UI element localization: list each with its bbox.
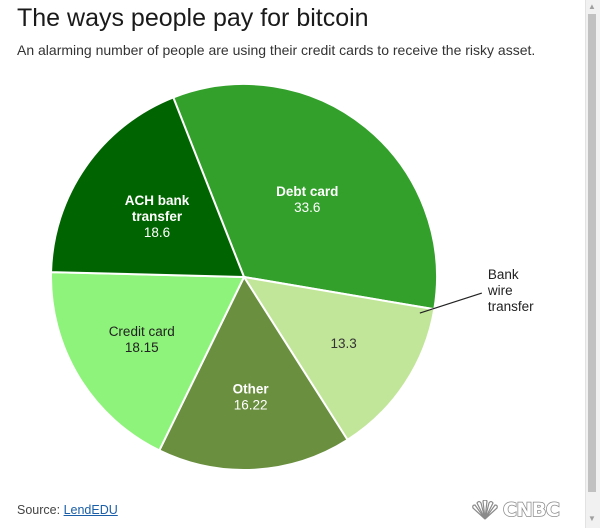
pie-labels: Debt card 33.6 13.3 Bank wire transfer Other 16…: [109, 184, 534, 412]
peacock-icon: [472, 500, 498, 520]
pie-slice: [241, 275, 436, 442]
pie-chart: Debt card 33.6 13.3 Bank wire transfer Other 16…: [50, 83, 534, 471]
slice-label: Other 16.22: [233, 381, 270, 412]
pie-slice: [50, 271, 246, 452]
chart-subtitle: An alarming number of people are using t…: [17, 42, 536, 58]
cnbc-logo: CNBC: [470, 497, 561, 523]
scroll-up-arrow-icon[interactable]: ▲: [588, 2, 596, 11]
leader-line: [419, 292, 483, 314]
logo-wordmark: CNBC: [502, 498, 560, 522]
pie-slice: [157, 274, 349, 471]
scrollbar-thumb[interactable]: [588, 14, 596, 492]
source-prefix: Source:: [17, 503, 61, 517]
slice-label: Debt card 33.6: [276, 184, 338, 215]
chart-title: The ways people pay for bitcoin: [17, 4, 369, 32]
slice-label: Credit card 18.15: [109, 324, 175, 355]
pie-slices: [50, 83, 438, 471]
source-link[interactable]: LendEDU: [63, 503, 118, 517]
slice-category-label: Bank wire transfer: [487, 267, 534, 314]
pie-slice: [50, 96, 246, 279]
pie-slice: [171, 83, 438, 311]
scroll-down-arrow-icon[interactable]: ▼: [588, 514, 596, 523]
source-note: Source: LendEDU: [17, 503, 118, 517]
slice-label: ACH bank transfer 18.6: [125, 193, 190, 240]
slice-value-label: 13.3: [331, 336, 357, 351]
